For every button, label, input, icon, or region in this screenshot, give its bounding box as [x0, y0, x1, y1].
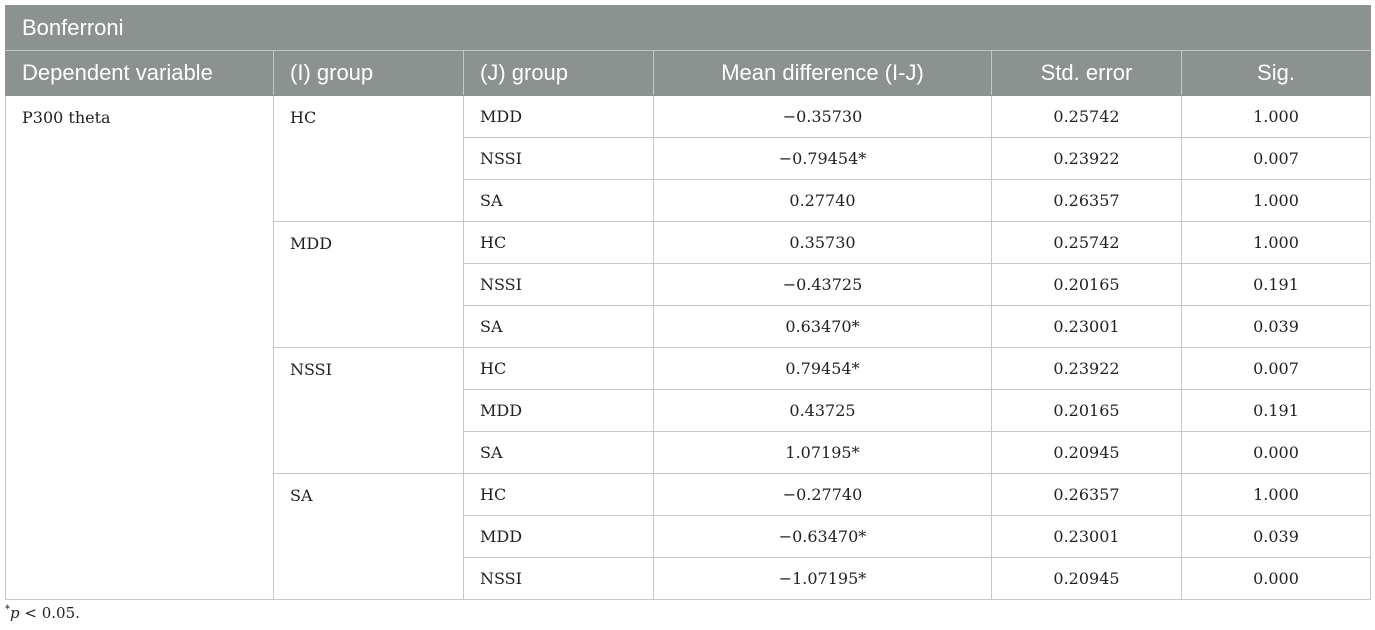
table-title: Bonferroni: [4, 5, 1372, 51]
sig-cell: 0.039: [1180, 305, 1372, 348]
table-row: NSSI −0.79454* 0.23922 0.007: [6, 137, 1372, 180]
i-group-cell: HC: [273, 95, 464, 222]
std-error-cell: 0.20165: [991, 389, 1182, 432]
j-group-cell: NSSI: [463, 263, 654, 306]
mean-difference-cell: 1.07195*: [653, 431, 992, 474]
bonferroni-table-container: Bonferroni Dependent variable (I) group …: [4, 5, 1372, 600]
column-header-row: Dependent variable (I) group (J) group M…: [5, 50, 1372, 96]
footnote-marker: *: [5, 604, 10, 615]
header-mean-difference: Mean difference (I-J): [653, 50, 992, 96]
header-dependent-variable: Dependent variable: [5, 50, 274, 96]
i-group-cell: NSSI: [273, 347, 464, 474]
footnote-variable: p: [10, 604, 20, 622]
sig-cell: 1.000: [1180, 473, 1372, 516]
header-i-group: (I) group: [273, 50, 464, 96]
mean-difference-cell: 0.35730: [653, 221, 992, 264]
j-group-cell: HC: [463, 347, 654, 390]
std-error-cell: 0.23922: [991, 347, 1182, 390]
dependent-variable-cell: P300 theta: [5, 95, 274, 600]
sig-cell: 1.000: [1180, 221, 1372, 264]
mean-difference-cell: 0.27740: [653, 179, 992, 222]
mean-difference-cell: 0.63470*: [653, 305, 992, 348]
j-group-cell: NSSI: [463, 137, 654, 180]
table-row: NSSI −1.07195* 0.20945 0.000: [6, 557, 1372, 600]
j-group-cell: MDD: [463, 389, 654, 432]
mean-difference-cell: −0.43725: [653, 263, 992, 306]
mean-difference-cell: 0.79454*: [653, 347, 992, 390]
sig-cell: 1.000: [1180, 179, 1372, 222]
mean-difference-cell: −0.79454*: [653, 137, 992, 180]
header-j-group: (J) group: [463, 50, 654, 96]
sig-cell: 0.007: [1180, 347, 1372, 390]
sig-cell: 1.000: [1180, 95, 1372, 138]
std-error-cell: 0.20165: [991, 263, 1182, 306]
table-row: SA 0.27740 0.26357 1.000: [6, 179, 1372, 222]
std-error-cell: 0.23001: [991, 305, 1182, 348]
sig-cell: 0.039: [1180, 515, 1372, 558]
header-sig: Sig.: [1180, 50, 1372, 96]
j-group-cell: NSSI: [463, 557, 654, 600]
i-group-cell: SA: [273, 473, 464, 600]
std-error-cell: 0.25742: [991, 221, 1182, 264]
std-error-cell: 0.20945: [991, 557, 1182, 600]
table-row: SA 0.63470* 0.23001 0.039: [6, 305, 1372, 348]
sig-cell: 0.000: [1180, 557, 1372, 600]
table-row: MDD −0.63470* 0.23001 0.039: [6, 515, 1372, 558]
table-footnote: *p < 0.05.: [5, 604, 80, 622]
j-group-cell: SA: [463, 305, 654, 348]
sig-cell: 0.000: [1180, 431, 1372, 474]
j-group-cell: HC: [463, 221, 654, 264]
std-error-cell: 0.23922: [991, 137, 1182, 180]
mean-difference-cell: 0.43725: [653, 389, 992, 432]
table-body: P300 theta HC MDD −0.35730 0.25742 1.000…: [5, 95, 1372, 600]
table-title-row: Bonferroni: [4, 5, 1372, 51]
j-group-cell: HC: [463, 473, 654, 516]
table-row: NSSI HC 0.79454* 0.23922 0.007: [6, 347, 1372, 474]
j-group-cell: MDD: [463, 515, 654, 558]
mean-difference-cell: −0.27740: [653, 473, 992, 516]
std-error-cell: 0.26357: [991, 179, 1182, 222]
mean-difference-cell: −0.63470*: [653, 515, 992, 558]
sig-cell: 0.191: [1180, 263, 1372, 306]
j-group-cell: SA: [463, 179, 654, 222]
j-group-cell: SA: [463, 431, 654, 474]
table-row: NSSI −0.43725 0.20165 0.191: [6, 263, 1372, 306]
std-error-cell: 0.20945: [991, 431, 1182, 474]
std-error-cell: 0.23001: [991, 515, 1182, 558]
mean-difference-cell: −0.35730: [653, 95, 992, 138]
j-group-cell: MDD: [463, 95, 654, 138]
table-row: MDD HC 0.35730 0.25742 1.000: [6, 221, 1372, 348]
i-group-cell: MDD: [273, 221, 464, 348]
header-std-error: Std. error: [991, 50, 1182, 96]
table-row: MDD 0.43725 0.20165 0.191: [6, 389, 1372, 432]
mean-difference-cell: −1.07195*: [653, 557, 992, 600]
std-error-cell: 0.26357: [991, 473, 1182, 516]
std-error-cell: 0.25742: [991, 95, 1182, 138]
footnote-condition: < 0.05.: [19, 604, 80, 622]
table-row: P300 theta HC MDD −0.35730 0.25742 1.000: [5, 95, 1372, 600]
bonferroni-table: Bonferroni Dependent variable (I) group …: [4, 5, 1372, 600]
sig-cell: 0.191: [1180, 389, 1372, 432]
sig-cell: 0.007: [1180, 137, 1372, 180]
table-row: SA 1.07195* 0.20945 0.000: [6, 431, 1372, 474]
